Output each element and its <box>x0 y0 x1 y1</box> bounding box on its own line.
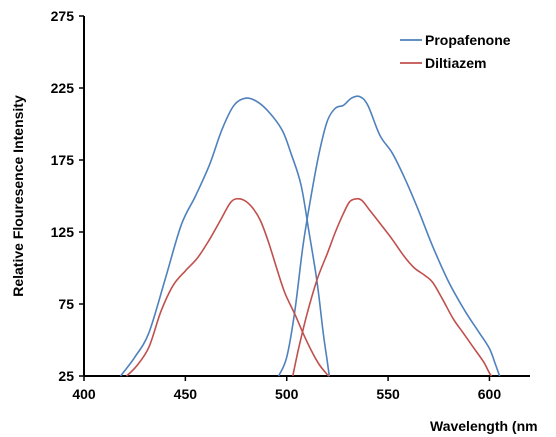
y-axis-title: Relative Flouresence Intensity <box>10 95 26 297</box>
series-layer <box>119 95 501 377</box>
x-axis-title: Wavelength (nm <box>430 418 538 434</box>
y-tick-label: 225 <box>51 80 75 96</box>
y-tick-label: 25 <box>58 368 74 384</box>
y-tick-label: 175 <box>51 152 75 168</box>
x-tick-label: 550 <box>376 386 400 402</box>
x-tick-label: 400 <box>72 386 96 402</box>
series-line-propafenone-2 <box>277 95 501 377</box>
x-axis-ticks: 400 450 500 550 600 <box>72 376 501 402</box>
y-tick-label: 75 <box>58 296 74 312</box>
y-tick-label: 125 <box>51 224 75 240</box>
series-line-diltiazem-2 <box>292 197 493 377</box>
legend: Propafenone Diltiazem <box>400 32 511 71</box>
x-tick-label: 450 <box>174 386 198 402</box>
x-tick-label: 500 <box>275 386 299 402</box>
y-axis-ticks: 25 75 125 175 225 275 <box>51 8 84 384</box>
series-line-propafenone-1 <box>119 97 331 377</box>
y-tick-label: 275 <box>51 8 75 24</box>
plot-area: 25 75 125 175 225 275 400 450 500 550 600 <box>51 8 530 402</box>
legend-label-propafenone: Propafenone <box>425 32 511 48</box>
series-line-diltiazem-1 <box>126 197 330 377</box>
x-tick-label: 600 <box>478 386 502 402</box>
legend-label-diltiazem: Diltiazem <box>425 55 486 71</box>
